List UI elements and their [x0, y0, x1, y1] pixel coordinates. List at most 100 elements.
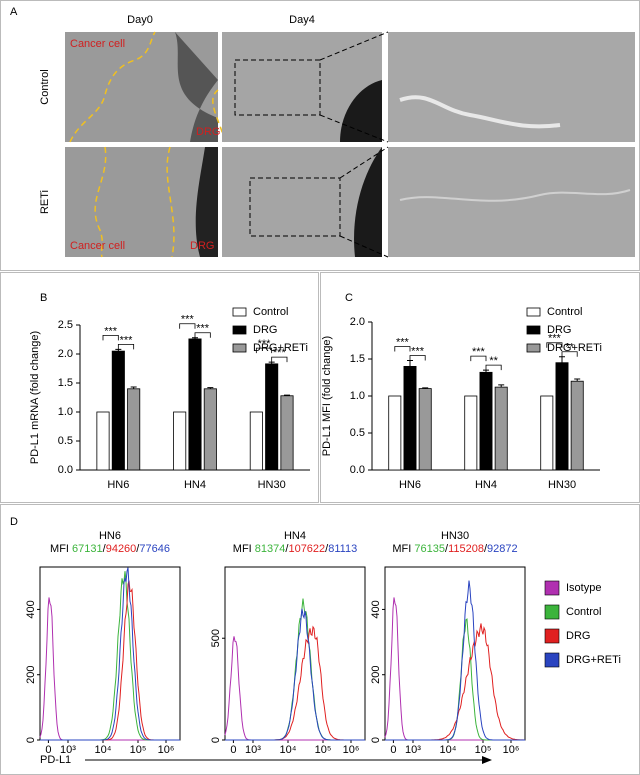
significance-label: **	[565, 342, 574, 354]
mfi-prefix: MFI	[233, 543, 252, 555]
y-tick-label: 1.0	[58, 406, 73, 418]
mfi-label: MFI 76135/115208/92872	[392, 543, 517, 555]
error-bar	[559, 356, 565, 363]
significance-label: ***	[396, 336, 410, 348]
significance-label: ***	[120, 334, 134, 346]
plot-frame	[384, 566, 526, 741]
histogram-curve	[40, 580, 180, 741]
plot-title: HN6	[99, 530, 121, 542]
cell-texture	[399, 95, 561, 129]
histogram-curve	[40, 567, 180, 741]
mfi-value: 81113	[328, 543, 357, 555]
histogram-curve	[225, 625, 365, 741]
mfi-value: 76135	[414, 543, 445, 555]
legend-label: DRG+RETi	[253, 342, 308, 354]
error-bar	[407, 359, 413, 367]
x-tick-label: 10³	[405, 744, 421, 756]
legend-label: Control	[253, 306, 288, 318]
mfi-value: 77646	[139, 543, 170, 555]
legend-swatch	[544, 580, 560, 596]
significance-bracket	[409, 355, 426, 361]
histogram-curve	[385, 618, 525, 741]
y-tick-label: 1.5	[58, 377, 73, 389]
mfi-value: 94260	[106, 543, 137, 555]
zoom-line	[339, 235, 389, 258]
y-tick-label: 0.5	[58, 435, 73, 447]
error-bar	[498, 384, 505, 388]
legend-label: DRG	[547, 324, 571, 336]
error-bar	[284, 394, 290, 396]
y-axis-label: PD-L1 mRNA (fold change)	[29, 331, 41, 464]
row-label: RETi	[39, 190, 51, 214]
mfi-prefix: MFI	[50, 543, 69, 555]
significance-label: **	[489, 355, 498, 367]
legend-swatch	[526, 307, 541, 317]
mfi-value: 107622	[288, 543, 325, 555]
legend-swatch	[232, 325, 247, 335]
x-tick-label: HN30	[548, 479, 576, 491]
significance-bracket	[546, 342, 563, 348]
legend-swatch	[544, 604, 560, 620]
x-tick-label: 10⁴	[95, 744, 112, 756]
bar	[540, 395, 554, 471]
separator: /	[445, 543, 449, 555]
y-tick-label: 2.0	[350, 316, 365, 328]
y-tick-label: 0	[370, 737, 382, 743]
annotation: Cancer cell	[70, 240, 125, 252]
significance-label: ***	[181, 314, 195, 326]
cell-texture	[399, 189, 631, 202]
histogram-curve	[224, 636, 365, 741]
x-tick-label: 10⁴	[440, 744, 457, 756]
plot-frame	[39, 566, 181, 741]
y-tick-label: 200	[370, 666, 382, 684]
x-tick-label: 10⁶	[343, 744, 360, 756]
zoom-line	[319, 114, 389, 143]
bar	[555, 362, 569, 471]
significance-label: ***	[548, 333, 562, 345]
y-tick-label: 2.5	[58, 319, 73, 331]
histogram-curve	[39, 597, 180, 741]
separator: /	[136, 543, 140, 555]
bar	[464, 395, 478, 471]
significance-label: ***	[472, 346, 486, 358]
histogram-curve	[385, 623, 525, 741]
drg	[340, 80, 382, 142]
legend-swatch	[526, 343, 541, 353]
x-tick-label: HN4	[475, 479, 497, 491]
x-tick-label: 0	[230, 744, 236, 756]
bar	[403, 365, 417, 471]
significance-label: ***	[411, 345, 425, 357]
y-tick-label: 0	[210, 737, 222, 743]
significance-bracket	[394, 346, 411, 352]
panel-label: B	[40, 292, 47, 304]
error-bar	[130, 386, 137, 389]
panel-frame	[0, 272, 319, 503]
y-tick-label: 1.0	[350, 390, 365, 402]
x-tick-label: 10³	[60, 744, 76, 756]
drg-shadow	[175, 32, 218, 142]
legend-label: Isotype	[566, 582, 601, 594]
bar	[494, 386, 508, 471]
plot-title: HN30	[441, 530, 469, 542]
mfi-value: 81374	[255, 543, 286, 555]
zoom-line	[339, 146, 389, 179]
legend-swatch	[544, 652, 560, 668]
histogram-curve	[225, 598, 365, 741]
x-tick-label: 10⁶	[503, 744, 520, 756]
image	[65, 147, 218, 257]
y-tick-label: 2.0	[58, 348, 73, 360]
legend-swatch	[526, 325, 541, 335]
bar	[127, 388, 141, 471]
mfi-value: 115208	[448, 543, 484, 555]
mfi-value: 92872	[487, 543, 518, 555]
bar	[203, 388, 217, 471]
annotation: DRG	[196, 126, 220, 138]
error-bar	[207, 387, 214, 389]
y-tick-label: 200	[25, 666, 37, 684]
significance-bracket	[561, 351, 578, 357]
bar	[570, 380, 584, 471]
x-tick-label: HN30	[258, 479, 286, 491]
y-tick-label: 400	[370, 600, 382, 618]
separator: /	[285, 543, 289, 555]
